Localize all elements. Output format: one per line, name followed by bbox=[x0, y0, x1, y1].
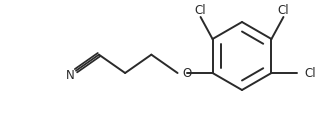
Text: Cl: Cl bbox=[278, 4, 289, 17]
Text: Cl: Cl bbox=[195, 4, 206, 17]
Text: Cl: Cl bbox=[305, 67, 316, 80]
Text: N: N bbox=[66, 69, 74, 82]
Text: O: O bbox=[182, 67, 191, 80]
